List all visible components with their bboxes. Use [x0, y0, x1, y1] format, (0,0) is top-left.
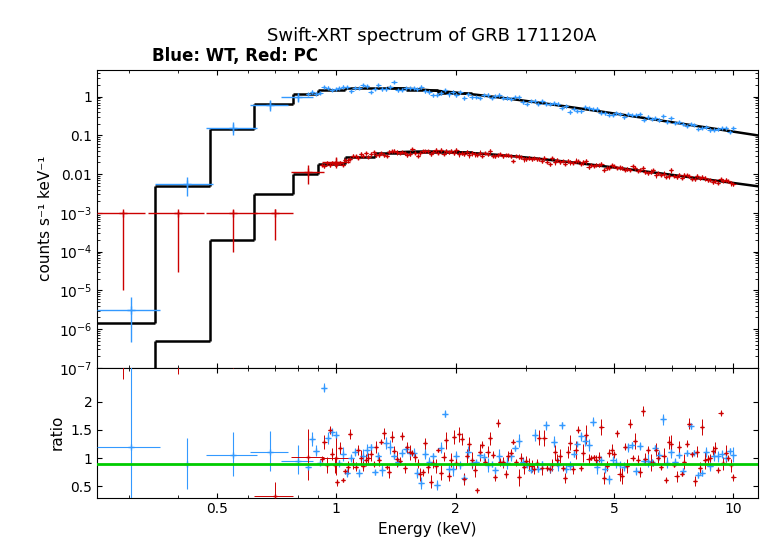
- Text: Swift-XRT spectrum of GRB 171120A: Swift-XRT spectrum of GRB 171120A: [267, 27, 596, 44]
- Y-axis label: ratio: ratio: [50, 415, 64, 450]
- Text: Blue: WT, Red: PC: Blue: WT, Red: PC: [152, 47, 318, 65]
- Y-axis label: counts s⁻¹ keV⁻¹: counts s⁻¹ keV⁻¹: [38, 156, 53, 281]
- X-axis label: Energy (keV): Energy (keV): [378, 522, 476, 537]
